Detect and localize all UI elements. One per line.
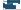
Bar [3, 2, 12, 3]
Bar [3, 6, 7, 7]
Bar [3, 5, 4, 6]
Bar [3, 8, 9, 9]
